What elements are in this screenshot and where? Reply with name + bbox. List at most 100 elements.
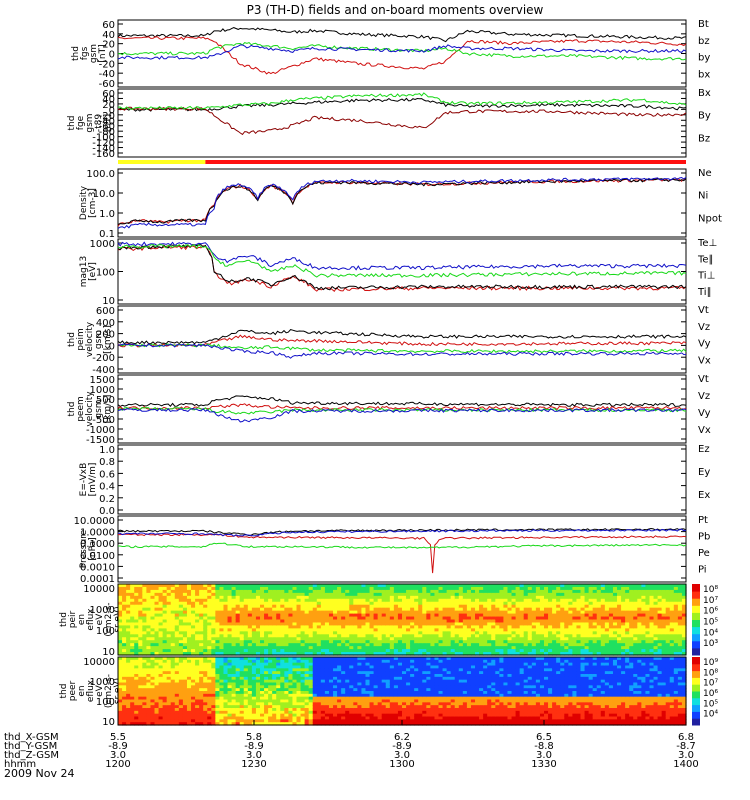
spectrogram-cell — [251, 705, 257, 709]
spectrogram-cell — [316, 719, 322, 723]
spectrogram-cell — [231, 631, 237, 635]
spectrogram-cell — [324, 592, 330, 597]
spectrogram-cell — [442, 649, 448, 653]
spectrogram-cell — [665, 622, 671, 627]
spectrogram-cell — [239, 610, 245, 615]
spectrogram-cell — [130, 643, 135, 647]
spectrogram-cell — [665, 637, 671, 641]
spectrogram-cell — [288, 719, 294, 723]
y-tick-label: 0.0001 — [80, 574, 115, 585]
spectrogram-cell — [438, 610, 444, 615]
spectrogram-cell — [641, 622, 647, 627]
spectrogram-cell — [564, 631, 569, 635]
spectrogram-cell — [369, 604, 375, 609]
spectrogram-cell — [479, 604, 484, 609]
spectrogram-cell — [300, 685, 306, 689]
spectrogram-cell — [418, 595, 423, 600]
spectrogram-cell — [134, 722, 139, 726]
spectrogram-cell — [320, 622, 326, 627]
spectrogram-cell — [260, 662, 265, 667]
spectrogram-cell — [519, 613, 525, 618]
spectrogram-cell — [645, 601, 651, 606]
spectrogram-cell — [625, 592, 630, 597]
spectrogram-cell — [580, 610, 586, 615]
spectrogram-cell — [572, 598, 578, 603]
spectrogram-cell — [454, 622, 460, 627]
spectrogram-cell — [122, 705, 127, 709]
spectrogram-cell — [239, 643, 245, 647]
spectrogram-cell — [296, 598, 302, 603]
spectrogram-cell — [304, 619, 310, 624]
spectrogram-cell — [434, 649, 440, 653]
spectrogram-cell — [580, 613, 586, 618]
spectrogram-cell — [316, 604, 322, 609]
spectrogram-cell — [284, 693, 289, 698]
legend-Pi: Pi — [698, 565, 707, 576]
spectrogram-cell — [434, 613, 440, 618]
spectrogram-cell — [284, 657, 289, 661]
spectrogram-cell — [604, 584, 610, 588]
spectrogram-cell — [231, 610, 237, 615]
spectrogram-cell — [515, 586, 521, 591]
spectrogram-cell — [268, 693, 273, 698]
y-tick-label: 60 — [102, 89, 115, 100]
spectrogram-cell — [519, 631, 525, 635]
spectrogram-cell — [166, 719, 172, 723]
spectrogram-cell — [219, 649, 225, 653]
spectrogram-cell — [182, 710, 188, 715]
spectrogram-cell — [126, 702, 131, 706]
spectrogram-cell — [479, 628, 484, 632]
spectrogram-cell — [195, 691, 200, 695]
spectrogram-cell — [324, 637, 330, 641]
spectrogram-cell — [414, 607, 419, 612]
spectrogram-cell — [239, 634, 245, 638]
spectrogram-cell — [280, 696, 285, 701]
spectrogram-cell — [617, 584, 622, 588]
spectrogram-cell — [491, 634, 496, 638]
spectrogram-cell — [544, 637, 549, 641]
spectrogram-cell — [251, 649, 257, 653]
spectrogram-cell — [118, 598, 123, 603]
spectrogram-cell — [653, 584, 659, 588]
spectrogram-cell — [393, 598, 399, 603]
spectrogram-cell — [199, 649, 204, 653]
spectrogram-cell — [438, 622, 444, 627]
spectrogram-cell — [661, 637, 667, 641]
spectrogram-cell — [130, 662, 135, 667]
spectrogram-cell — [349, 619, 354, 624]
spectrogram-cell — [231, 643, 237, 647]
spectrogram-cell — [272, 722, 277, 726]
spectrogram-cell — [337, 616, 342, 621]
spectrogram-cell — [150, 662, 156, 667]
spectrogram-cell — [235, 708, 241, 712]
spectrogram-cell — [410, 619, 415, 624]
spectrogram-cell — [487, 598, 492, 603]
spectrogram-cell — [556, 610, 561, 615]
spectrogram-cell — [207, 634, 212, 638]
spectrogram-cell — [158, 646, 164, 650]
spectrogram-cell — [661, 616, 667, 621]
spectrogram-cell — [397, 610, 403, 615]
spectrogram-cell — [264, 584, 269, 588]
y-tick-label: 0.0010 — [80, 562, 115, 573]
spectrogram-cell — [357, 634, 363, 638]
spectrogram-cell — [308, 699, 314, 703]
spectrogram-cell — [142, 702, 147, 706]
spectrogram-cell — [381, 643, 387, 647]
spectrogram-cell — [219, 716, 225, 720]
spectrogram-cell — [365, 592, 371, 597]
spectrogram-cell — [231, 592, 237, 597]
spectrogram-cell — [142, 595, 147, 600]
spectrogram-cell — [219, 646, 225, 650]
spectrogram-cell — [365, 601, 371, 606]
spectrogram-cell — [158, 682, 164, 686]
spectrogram-cell — [324, 607, 330, 612]
spectrogram-cell — [503, 601, 509, 606]
spectrogram-cell — [288, 595, 294, 600]
y-tick-label: 0.4 — [99, 482, 115, 493]
spectrogram-cell — [645, 610, 651, 615]
spectrogram-cell — [142, 616, 147, 621]
spectrogram-cell — [637, 604, 642, 609]
y-tick-label: 1.0 — [99, 445, 115, 456]
spectrogram-cell — [146, 616, 152, 621]
